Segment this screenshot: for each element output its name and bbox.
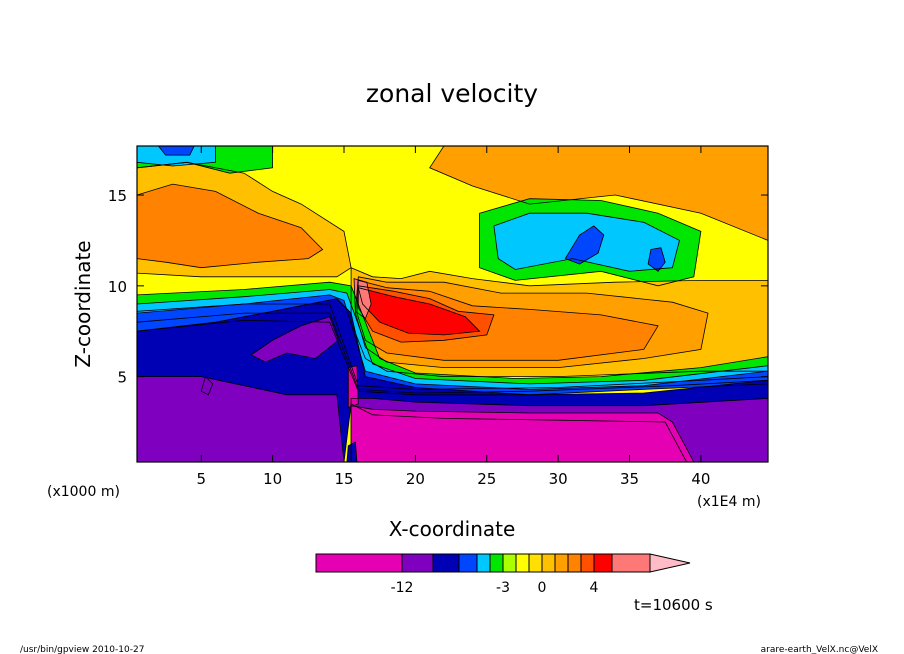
- y-axis-label: Z-coordinate: [71, 240, 95, 367]
- x-tick-label: 10: [263, 470, 282, 488]
- contour-region: [137, 146, 216, 166]
- x-axis: 5 10 15 20 25 30 35 40: [196, 146, 710, 488]
- y-axis: 5 10 15: [108, 187, 768, 387]
- contour-line: [357, 285, 495, 343]
- contour-line: [137, 146, 274, 174]
- colorbar-swatch: [528, 553, 543, 573]
- colorbar-swatch: [554, 553, 569, 573]
- colorbar-overflow-triangle: [649, 553, 691, 573]
- colorbar: -12 -3 0 4: [315, 553, 691, 596]
- time-label: t=10600 s: [634, 596, 713, 614]
- contour-line: [429, 146, 768, 241]
- contour-line: [137, 289, 768, 394]
- contour-fill-layer: [137, 146, 768, 462]
- x-tick-label: 35: [620, 470, 639, 488]
- plot-frame: [136, 145, 769, 463]
- chart-title: zonal velocity: [366, 79, 538, 108]
- y-tick-label: 5: [117, 369, 127, 387]
- colorbar-swatch: [489, 553, 504, 573]
- x-tick-label: 20: [406, 470, 425, 488]
- contour-region: [429, 146, 768, 241]
- contour-region: [348, 365, 359, 408]
- colorbar-swatch: [580, 553, 595, 573]
- x-axis-units-label: (x1000 m): [47, 484, 120, 500]
- colorbar-swatch: [502, 553, 517, 573]
- contour-line: [157, 146, 195, 156]
- contour-region: [251, 316, 339, 363]
- colorbar-swatch: [515, 553, 530, 573]
- colorbar-tick-label: 4: [590, 580, 599, 596]
- contour-line: [137, 298, 768, 462]
- contour-line: [350, 397, 768, 462]
- contour-line: [564, 225, 605, 265]
- colorbar-tick-label: -12: [391, 580, 414, 596]
- colorbar-swatch: [593, 553, 613, 573]
- contour-region: [137, 376, 344, 462]
- contour-region: [565, 225, 604, 264]
- contour-line: [137, 146, 216, 167]
- contour-region: [351, 405, 694, 462]
- contour-line: [356, 279, 659, 361]
- footer-right: arare-earth_VelX.nc@VelX: [761, 645, 878, 654]
- colorbar-swatch: [476, 553, 491, 573]
- x-axis-scale-label: (x1E4 m): [697, 494, 761, 510]
- contour-line: [647, 247, 666, 272]
- y-tick-label: 15: [108, 187, 127, 205]
- footer-left: /usr/bin/gpview 2010-10-27: [20, 645, 144, 654]
- contour-line-layer: [137, 146, 768, 462]
- colorbar-tick-label: 0: [538, 580, 547, 596]
- colorbar-swatch: [432, 553, 460, 573]
- contour-region: [346, 442, 357, 462]
- contour-line: [137, 294, 768, 396]
- contour-line: [479, 198, 702, 287]
- x-tick-label: 40: [691, 470, 710, 488]
- contour-region: [137, 184, 323, 268]
- contour-line: [137, 183, 324, 269]
- colorbar-swatch: [611, 553, 651, 573]
- contour-line: [353, 278, 372, 320]
- contour-line: [200, 375, 214, 396]
- x-tick-label: 25: [477, 470, 496, 488]
- colorbar-swatch: [567, 553, 582, 573]
- colorbar-swatch: [401, 553, 434, 573]
- contour-line: [250, 316, 339, 363]
- contour-region: [648, 247, 666, 272]
- colorbar-swatch: [541, 553, 556, 573]
- colorbar-tick-label: -3: [496, 580, 510, 596]
- contour-line: [347, 365, 359, 409]
- colorbar-swatch: [458, 553, 478, 573]
- contour-line: [137, 376, 345, 462]
- colorbar-swatch: [315, 553, 403, 573]
- contour-line: [350, 405, 695, 462]
- contour-line: [137, 161, 352, 278]
- contour-line: [354, 276, 709, 369]
- contour-region: [158, 146, 195, 156]
- contour-line: [137, 281, 768, 390]
- x-tick-label: 15: [334, 470, 353, 488]
- x-tick-label: 5: [196, 470, 206, 488]
- contour-line: [493, 212, 680, 272]
- y-tick-label: 10: [108, 278, 127, 296]
- x-tick-label: 30: [549, 470, 568, 488]
- contour-line: [357, 287, 481, 336]
- contour-region: [358, 287, 480, 335]
- contour-line: [346, 441, 358, 462]
- x-axis-label: X-coordinate: [389, 517, 516, 541]
- contour-line: [350, 267, 768, 378]
